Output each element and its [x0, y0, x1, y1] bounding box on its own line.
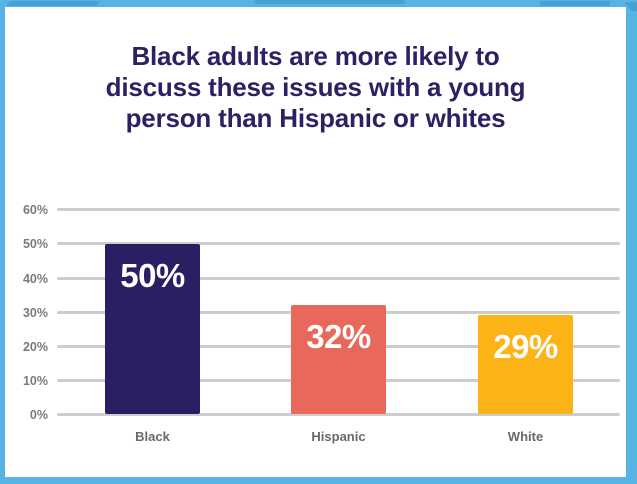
- chart-title: Black adults are more likely to discuss …: [5, 41, 626, 134]
- gridline-60: [57, 208, 620, 211]
- border-top: [0, 0, 637, 7]
- watercolor-mark: [539, 1, 611, 6]
- y-tick-label: 20%: [22, 340, 48, 354]
- border-bottom: [0, 477, 637, 484]
- bar-value-label: 29%: [493, 328, 558, 365]
- bar-hispanic: 32%: [291, 305, 386, 414]
- watercolor-mark: [624, 2, 637, 11]
- gridline-40: [57, 277, 620, 280]
- chart-title-line: discuss these issues with a young: [105, 72, 526, 102]
- gridline-50: [57, 242, 620, 245]
- y-tick-label: 60%: [22, 203, 48, 217]
- bar-value-label: 32%: [306, 318, 371, 355]
- y-tick-label: 10%: [22, 374, 48, 388]
- x-category-label: Black: [135, 429, 170, 444]
- chart-title-line: person than Hispanic or whites: [125, 103, 506, 133]
- chart-title-line: Black adults are more likely to: [131, 41, 500, 71]
- border-left: [0, 0, 5, 484]
- watercolor-mark: [6, 1, 100, 6]
- x-category-label: White: [507, 429, 544, 444]
- y-tick-label: 40%: [22, 272, 48, 286]
- bar-black: 50%: [105, 244, 200, 414]
- watercolor-mark: [254, 0, 406, 4]
- x-category-label: Hispanic: [311, 429, 366, 444]
- gridline-0: [57, 413, 620, 416]
- border-right: [624, 0, 637, 484]
- y-tick-label: 0%: [29, 408, 48, 422]
- y-tick-label: 30%: [22, 306, 48, 320]
- bar-white: 29%: [478, 315, 573, 414]
- y-tick-label: 50%: [22, 237, 48, 251]
- bar-value-label: 50%: [120, 257, 185, 294]
